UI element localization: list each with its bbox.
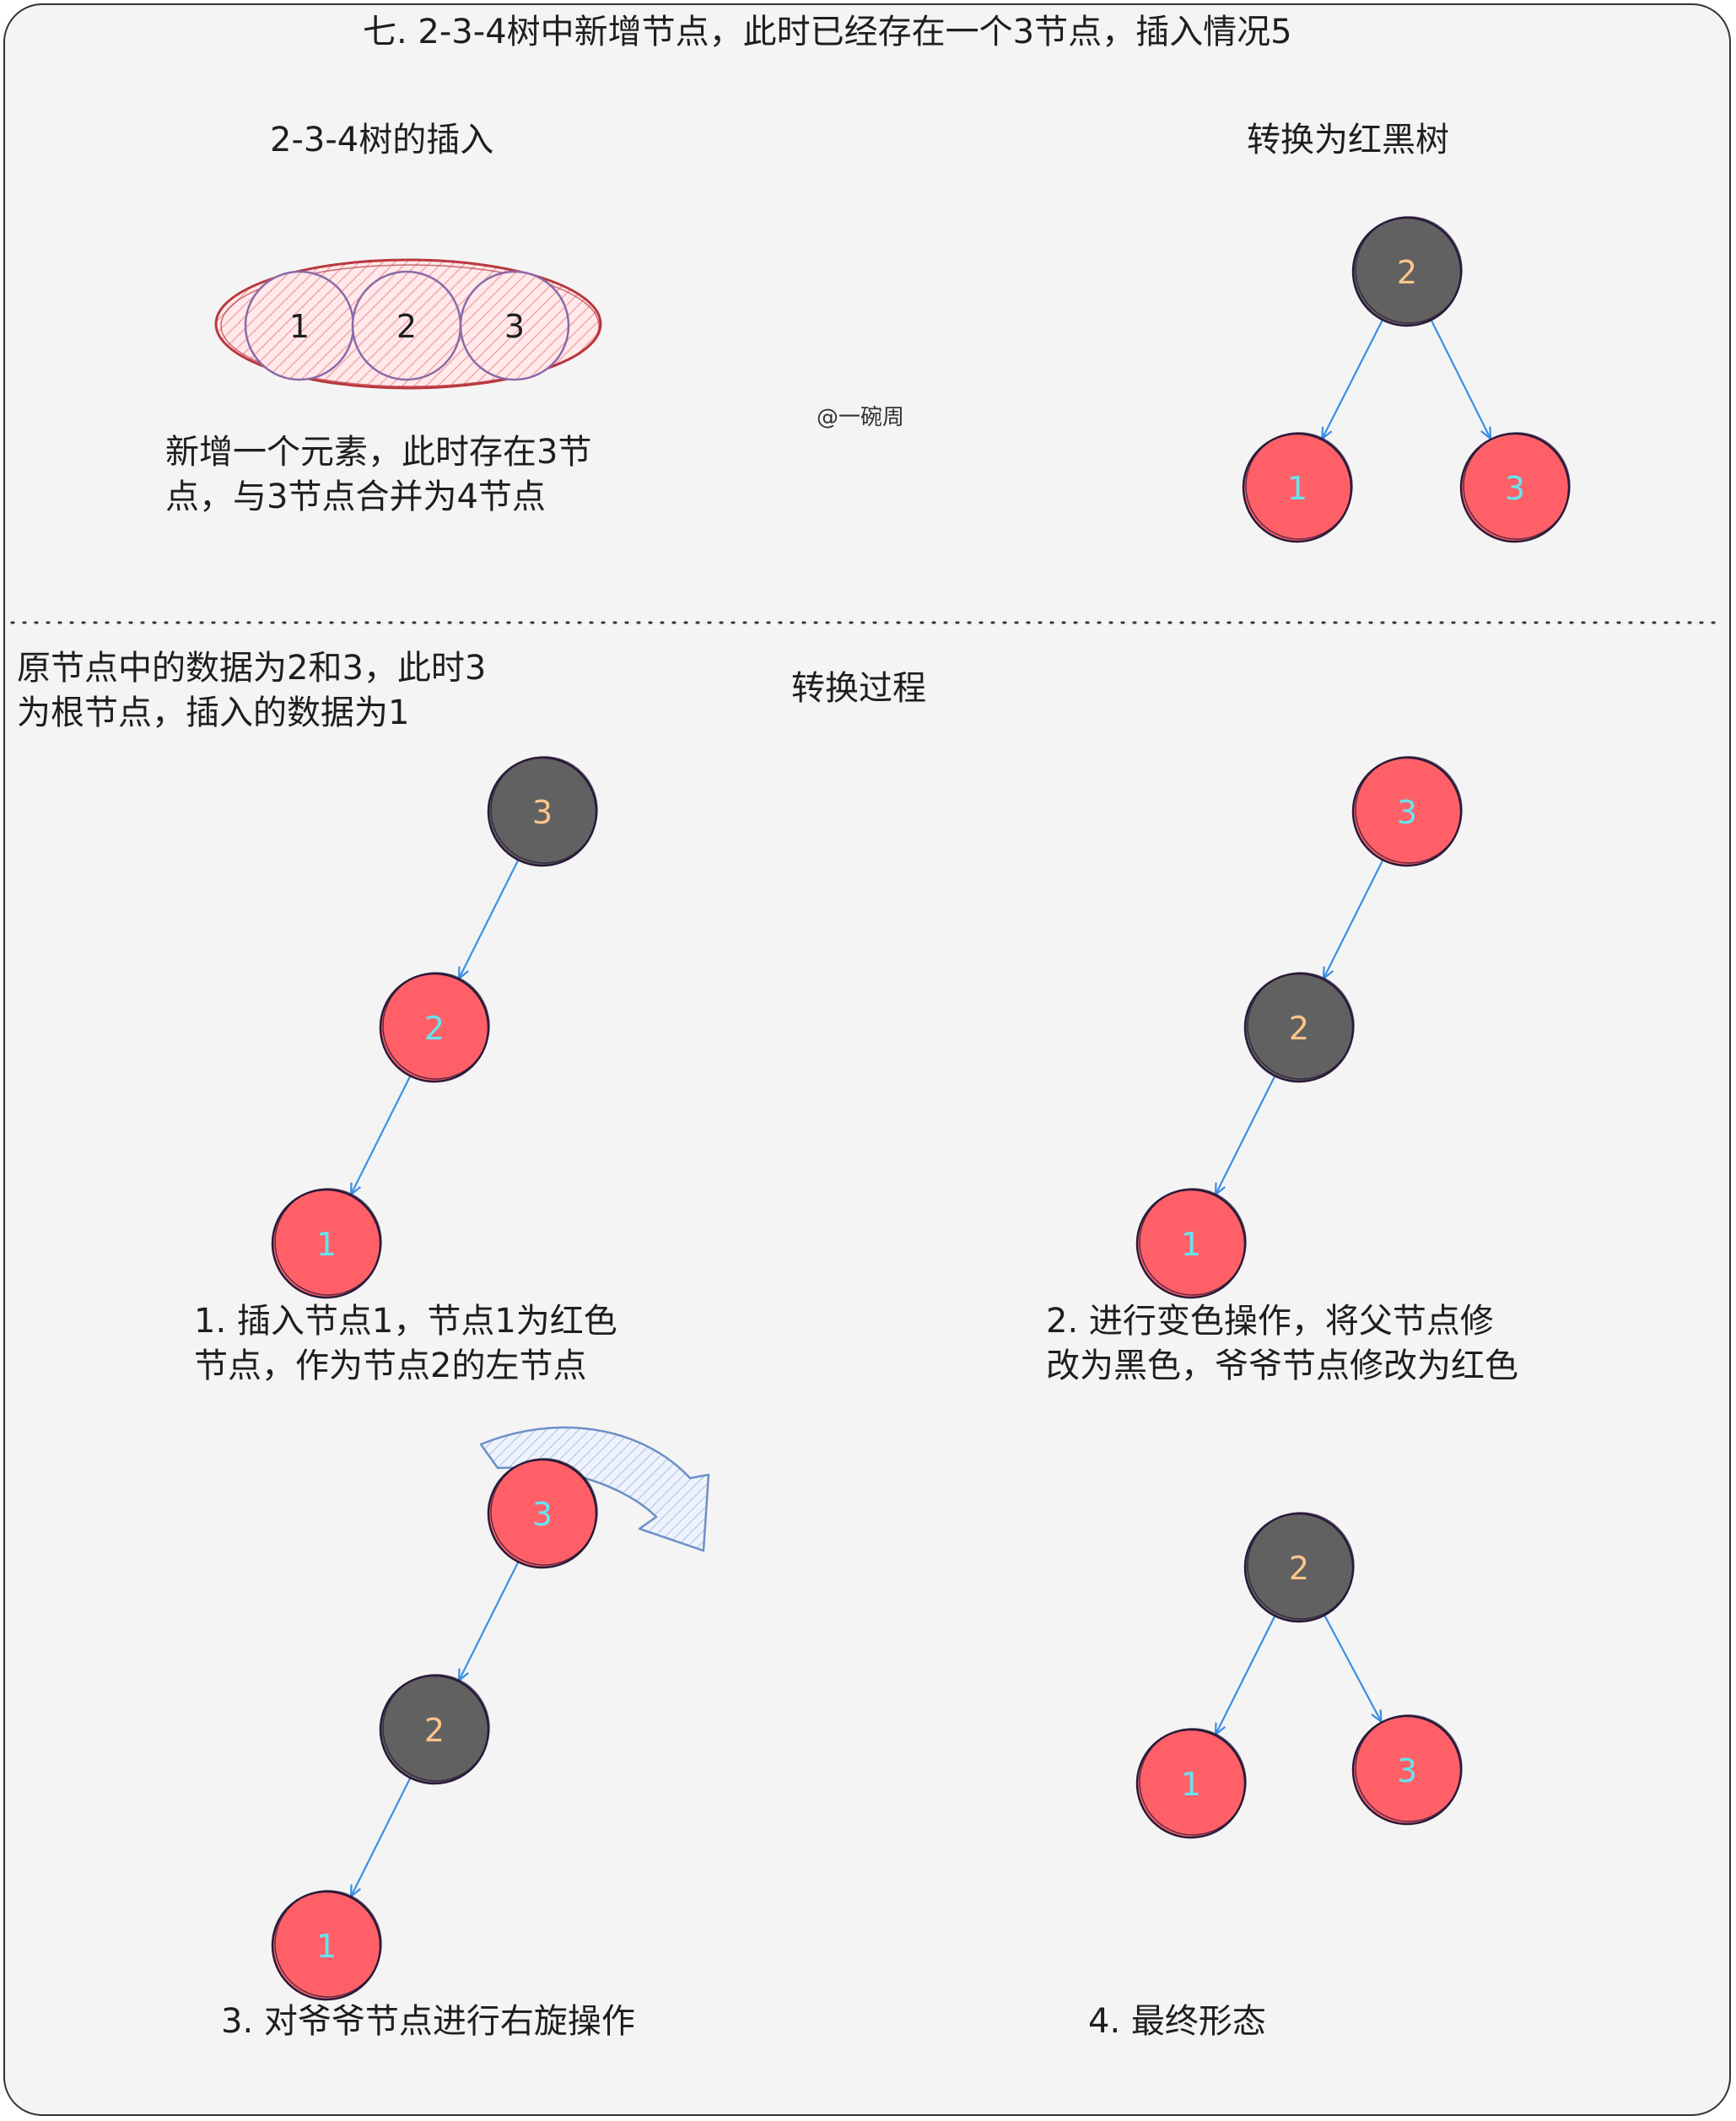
step3-tree-node-2: 2	[379, 1674, 490, 1785]
step2-tree-node-label-1: 1	[1181, 1226, 1201, 1263]
author-watermark: @一碗周	[817, 405, 905, 430]
key-label-2: 2	[396, 308, 417, 345]
step2-tree-edge-1	[1324, 859, 1384, 978]
step-1-caption: 1. 插入节点1，节点1为红色 节点，作为节点2的左节点	[194, 1302, 617, 1385]
step4-tree-edge-2	[1324, 1614, 1381, 1720]
four-node-group: 1 2 3	[214, 258, 602, 390]
step1-tree-node-1: 1	[271, 1188, 382, 1299]
rbtree-result-node-label-3: 3	[1505, 470, 1525, 507]
step1-tree-node-label-1: 1	[316, 1226, 337, 1263]
page-title: 七. 2-3-4树中新增节点，此时已经存在一个3节点，插入情况5	[363, 13, 1292, 51]
rbtree-result-node-1: 1	[1242, 432, 1353, 543]
step3-tree-edge-2	[352, 1777, 412, 1896]
step4-tree-node-2: 2	[1243, 1512, 1355, 1623]
step2-tree-node-3: 3	[1351, 756, 1463, 867]
rbtree-result-node-label-1: 1	[1287, 470, 1307, 507]
step1-tree-node-3: 3	[487, 756, 598, 867]
insert-caption: 新增一个元素，此时存在3节 点，与3节点合并为4节点	[165, 433, 592, 516]
rbtree-result-edge-2	[1430, 319, 1491, 438]
step3-tree-node-1: 1	[271, 1890, 382, 2001]
insert-heading: 2-3-4树的插入	[270, 121, 494, 159]
tree-edges	[352, 319, 1491, 1896]
origin-note: 原节点中的数据为2和3，此时3 为根节点，插入的数据为1	[17, 649, 487, 732]
step3-tree-node-label-3: 3	[532, 1496, 553, 1533]
step2-tree-node-label-2: 2	[1289, 1010, 1309, 1047]
step2-tree-node-2: 2	[1243, 972, 1355, 1083]
step4-tree-node-label-1: 1	[1181, 1766, 1201, 1803]
step2-tree-edge-2	[1216, 1075, 1276, 1194]
step1-tree-node-2: 2	[379, 972, 490, 1083]
step1-tree-node-label-2: 2	[424, 1010, 445, 1047]
step2-tree-node-label-3: 3	[1397, 794, 1417, 831]
tree-nodes: 2 1 3 3 2 1 3 2 1 3 2 1 2 1 3	[271, 216, 1571, 2001]
key-circle-1: 1	[244, 270, 355, 381]
step4-tree-node-3: 3	[1351, 1714, 1463, 1826]
rbtree-result-node-2: 2	[1351, 216, 1463, 327]
step-3-caption: 3. 对爷爷节点进行右旋操作	[221, 2002, 635, 2041]
step4-tree-node-1: 1	[1135, 1728, 1247, 1839]
convert-heading: 转换为红黑树	[1247, 121, 1449, 159]
rbtree-result-edge-1	[1323, 319, 1384, 438]
step3-tree-edge-1	[460, 1561, 520, 1680]
step4-tree-node-label-2: 2	[1289, 1550, 1309, 1587]
key-circle-3: 3	[459, 270, 570, 381]
step1-tree-edge-1	[460, 859, 520, 978]
key-label-3: 3	[504, 308, 525, 345]
step3-tree-node-3: 3	[487, 1458, 598, 1569]
process-heading: 转换过程	[791, 669, 926, 708]
step2-tree-node-1: 1	[1135, 1188, 1247, 1299]
key-circle-2: 2	[351, 270, 462, 381]
step4-tree-node-label-3: 3	[1397, 1752, 1417, 1789]
step1-tree-node-label-3: 3	[532, 794, 553, 831]
step4-tree-edge-1	[1216, 1615, 1276, 1734]
step-4-caption: 4. 最终形态	[1088, 2002, 1266, 2041]
key-label-1: 1	[289, 308, 310, 345]
step3-tree-node-label-2: 2	[424, 1712, 445, 1749]
step1-tree-edge-2	[352, 1075, 412, 1194]
step3-tree-node-label-1: 1	[316, 1928, 337, 1965]
rbtree-result-node-3: 3	[1459, 432, 1571, 543]
rbtree-result-node-label-2: 2	[1397, 254, 1417, 291]
step-2-caption: 2. 进行变色操作，将父节点修 改为黑色，爷爷节点修改为红色	[1046, 1302, 1518, 1385]
